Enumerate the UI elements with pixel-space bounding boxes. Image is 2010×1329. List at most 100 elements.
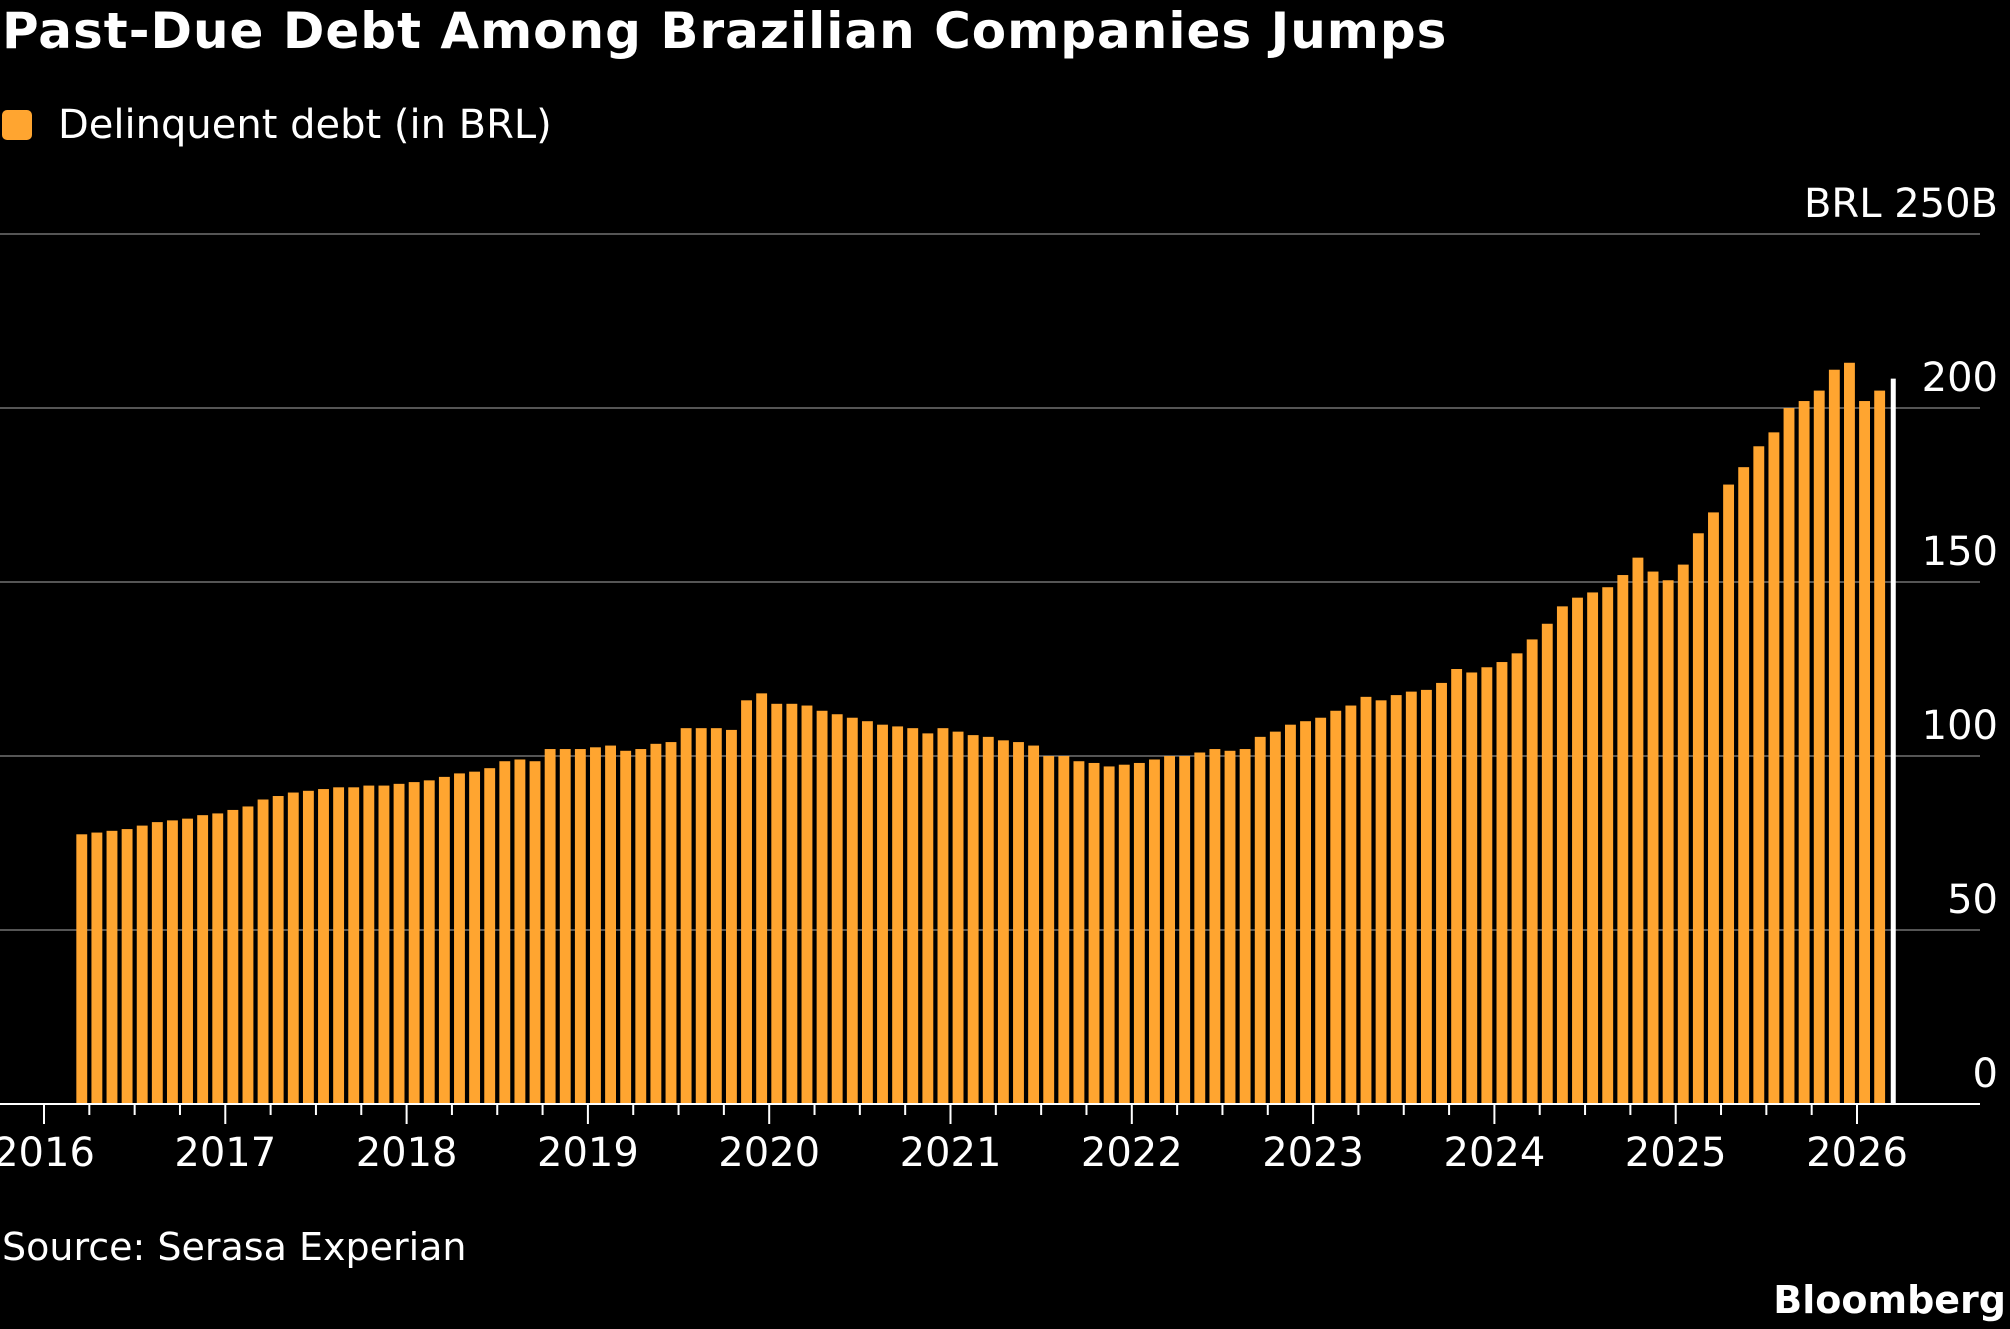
bar (302, 790, 314, 1104)
bar (1466, 672, 1478, 1104)
legend: Delinquent debt (in BRL) (2, 100, 552, 150)
x-tick-label: 2018 (356, 1130, 458, 1176)
y-tick-label: 200 (1922, 355, 1998, 401)
bar (348, 787, 360, 1104)
bar (741, 700, 752, 1104)
bar (665, 742, 677, 1104)
bar (907, 728, 919, 1104)
bar (1028, 745, 1040, 1104)
bar (1874, 390, 1886, 1105)
bar (106, 830, 118, 1104)
bar (1632, 557, 1644, 1104)
bar (469, 771, 481, 1104)
bar (1375, 700, 1387, 1104)
bar (76, 834, 88, 1104)
y-tick-label: 0 (1973, 1051, 1998, 1097)
bar (1556, 606, 1568, 1104)
x-tick-label: 2019 (537, 1130, 639, 1176)
bar (1405, 691, 1417, 1104)
bar (514, 759, 526, 1104)
bar (680, 728, 692, 1104)
legend-swatch (2, 110, 32, 140)
bar (1783, 408, 1795, 1104)
x-tick-label: 2025 (1625, 1130, 1727, 1176)
bar (590, 747, 601, 1104)
bar (846, 717, 858, 1104)
bar (227, 809, 239, 1104)
bar (1511, 653, 1523, 1104)
bar (952, 731, 964, 1104)
bar (937, 728, 949, 1104)
bar (1360, 696, 1372, 1104)
bar (1164, 756, 1176, 1104)
bar (1768, 432, 1780, 1104)
bar (408, 782, 420, 1104)
bar (1602, 587, 1614, 1104)
bar (544, 749, 556, 1104)
bar (1239, 749, 1251, 1104)
bar (982, 736, 994, 1104)
bar (1209, 749, 1221, 1104)
bar (967, 735, 979, 1104)
bar (91, 832, 103, 1104)
bar (1617, 575, 1629, 1104)
bar (1285, 724, 1296, 1104)
bar (499, 761, 511, 1104)
bar (1179, 756, 1191, 1104)
bar (529, 761, 541, 1104)
bar (1300, 721, 1311, 1104)
bar (1043, 756, 1055, 1104)
chart-title: Past-Due Debt Among Brazilian Companies … (2, 2, 1448, 60)
bar (1723, 484, 1735, 1104)
bar (1753, 446, 1765, 1104)
bar (1149, 759, 1160, 1104)
bar (1451, 669, 1463, 1104)
x-tick-label: 2024 (1444, 1130, 1546, 1176)
bar (197, 815, 209, 1104)
bar (892, 726, 904, 1104)
bar (1330, 710, 1342, 1104)
bar (1224, 750, 1236, 1104)
bar (1526, 639, 1538, 1104)
bar (423, 780, 435, 1104)
bar (166, 820, 178, 1104)
bar (1541, 623, 1553, 1104)
bar (1813, 390, 1825, 1105)
bar (801, 705, 813, 1104)
bar (378, 785, 390, 1104)
bar (1481, 667, 1493, 1104)
bar (635, 749, 647, 1104)
bar (1738, 467, 1750, 1104)
bar (574, 749, 586, 1104)
y-tick-label: 150 (1922, 529, 1998, 575)
y-tick-label: BRL 250B (1804, 181, 1998, 227)
bloomberg-logo: Bloomberg (1773, 1278, 2006, 1322)
x-tick-label: 2016 (0, 1130, 95, 1176)
bar (1496, 662, 1508, 1104)
bar (877, 724, 888, 1104)
bar (1647, 571, 1659, 1104)
bar (816, 710, 828, 1104)
x-tick-label: 2020 (718, 1130, 820, 1176)
bar (1103, 766, 1115, 1104)
bar (1194, 752, 1206, 1104)
bar (484, 768, 496, 1104)
source-note: Source: Serasa Experian (2, 1225, 467, 1269)
bar (1254, 736, 1266, 1104)
bar (318, 789, 329, 1104)
bar (121, 829, 133, 1104)
bar (1662, 580, 1674, 1104)
x-tick-label: 2023 (1262, 1130, 1364, 1176)
bar (620, 750, 632, 1104)
bar (1859, 401, 1870, 1104)
bar (997, 740, 1009, 1104)
bar (1269, 731, 1281, 1104)
bar (212, 813, 224, 1104)
bar (1133, 762, 1145, 1104)
bar (1118, 764, 1130, 1104)
bar (1013, 742, 1024, 1104)
legend-label: Delinquent debt (in BRL) (58, 102, 552, 148)
bar (1073, 761, 1085, 1104)
bar (756, 693, 768, 1104)
